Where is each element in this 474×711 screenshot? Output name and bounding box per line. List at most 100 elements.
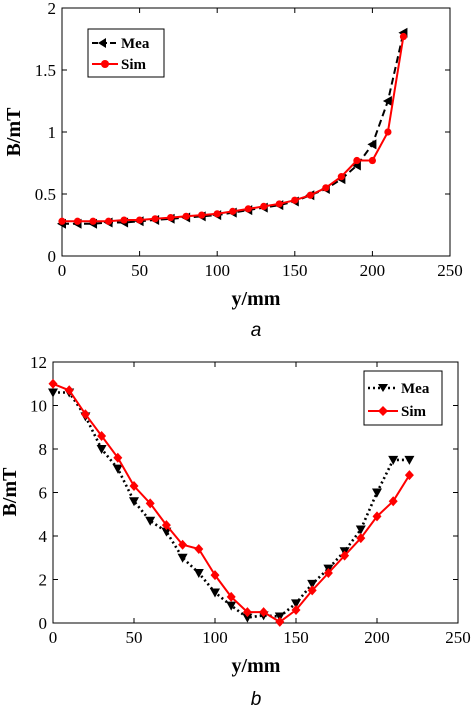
data-point-sim-b — [210, 570, 220, 581]
y-tick-label-a: 0 — [48, 247, 57, 266]
data-point-mea-b — [177, 553, 188, 563]
y-axis-label-a: B/mT — [3, 107, 25, 157]
data-point-sim-b — [113, 452, 123, 463]
y-axis-label-b: B/mT — [0, 467, 21, 517]
x-tick-label-b: 50 — [126, 628, 143, 647]
data-point-sim-a — [58, 217, 66, 225]
legend-label-sim-a: Sim — [121, 57, 147, 73]
data-point-mea-b — [210, 588, 220, 598]
series-layer-a — [57, 27, 408, 229]
data-point-sim-b — [80, 409, 90, 420]
data-point-mea-b — [145, 516, 156, 526]
data-point-sim-a — [136, 216, 144, 224]
data-point-sim-a — [244, 205, 252, 213]
legend-marker-mea-b — [378, 384, 388, 392]
data-point-sim-a — [198, 211, 206, 219]
x-tick-label-b: 200 — [364, 628, 390, 647]
legend-b: Mea Sim — [363, 370, 443, 426]
data-point-mea-b — [96, 445, 107, 454]
y-tick-label-b: 8 — [39, 440, 48, 459]
data-point-sim-b — [340, 550, 350, 561]
data-point-sim-a — [73, 217, 82, 225]
y-tick-label-b: 6 — [39, 484, 48, 503]
legend-marker-mea-a — [98, 38, 106, 48]
data-point-sim-a — [120, 216, 128, 224]
data-point-mea-b — [307, 579, 318, 589]
data-point-mea-b — [48, 388, 58, 398]
x-tick-label-a: 100 — [204, 261, 230, 280]
data-point-sim-a — [353, 156, 361, 165]
data-point-sim-b — [226, 591, 236, 602]
data-point-sim-a — [182, 212, 190, 220]
x-tick-label-a: 0 — [58, 261, 67, 280]
data-point-mea-b — [291, 599, 301, 609]
y-tick-label-b: 2 — [39, 571, 48, 590]
data-point-sim-b — [129, 480, 139, 491]
data-point-mea-a — [382, 96, 392, 106]
y-tick-label-b: 12 — [30, 353, 47, 372]
x-axis-label-a: y/mm — [232, 288, 281, 310]
data-point-mea-b — [193, 568, 204, 578]
x-tick-label-a: 200 — [360, 261, 386, 280]
chart-a: 0 50 100 150 200 250 0 0.5 1 1.5 2 y/mm B/mT a Me… — [3, 0, 463, 341]
legend-label-mea-b: Mea — [401, 381, 430, 397]
y-tick-label-b: 10 — [30, 397, 47, 416]
legend-box-b — [363, 370, 443, 426]
caption-a: a — [251, 320, 262, 341]
data-point-sim-b — [275, 616, 285, 627]
data-point-sim-a — [89, 217, 97, 225]
data-point-sim-b — [291, 604, 301, 615]
data-point-sim-a — [275, 200, 283, 208]
data-point-mea-b — [112, 464, 123, 474]
legend-marker-sim-a — [101, 60, 109, 68]
data-point-sim-a — [368, 156, 376, 165]
data-point-sim-a — [151, 215, 159, 223]
data-point-sim-a — [229, 207, 237, 215]
data-point-sim-a — [322, 184, 330, 192]
x-tick-label-b: 250 — [445, 628, 471, 647]
y-tick-label-a: 1 — [48, 123, 57, 142]
data-point-sim-a — [399, 32, 408, 41]
data-point-mea-a — [367, 139, 377, 150]
data-point-sim-a — [384, 128, 392, 136]
data-point-sim-b — [48, 378, 58, 389]
data-point-sim-b — [356, 533, 366, 544]
data-point-mea-b — [388, 455, 399, 465]
data-point-mea-b — [129, 497, 139, 507]
legend-label-sim-b: Sim — [401, 404, 427, 420]
data-point-sim-b — [242, 607, 252, 618]
series-line-mea-b — [53, 391, 410, 619]
data-point-sim-a — [306, 191, 314, 199]
y-tick-label-a: 1.5 — [35, 61, 56, 80]
x-ticks-a: 0 50 100 150 200 250 — [58, 8, 463, 280]
data-point-sim-b — [388, 496, 398, 507]
data-point-sim-a — [104, 217, 113, 225]
x-axis-label-b: y/mm — [232, 655, 281, 677]
data-point-sim-b — [404, 470, 414, 481]
y-ticks-b: 0 2 4 6 8 10 12 — [30, 353, 458, 633]
data-point-sim-a — [291, 196, 299, 204]
legend-label-mea-a: Mea — [121, 36, 150, 52]
x-tick-label-a: 150 — [282, 261, 308, 280]
data-point-sim-b — [323, 567, 333, 578]
chart-b: 0 50 100 150 200 250 0 2 4 6 8 10 12 y/mm B/mT b Me… — [0, 353, 471, 710]
x-tick-label-b: 150 — [283, 628, 309, 647]
data-point-mea-b — [242, 613, 253, 623]
data-point-sim-b — [64, 385, 74, 396]
data-point-sim-a — [260, 202, 268, 210]
series-layer-b — [48, 378, 415, 627]
legend-marker-sim-b — [378, 406, 388, 416]
data-point-sim-b — [194, 544, 204, 555]
x-tick-label-b: 0 — [49, 628, 58, 647]
data-point-sim-b — [97, 430, 107, 441]
data-point-mea-b — [226, 601, 237, 611]
data-point-sim-a — [213, 210, 221, 218]
y-tick-label-a: 0.5 — [35, 185, 56, 204]
data-point-sim-b — [307, 585, 317, 596]
legend-a: Mea Sim — [87, 28, 165, 78]
data-point-sim-a — [167, 213, 175, 222]
x-tick-label-a: 50 — [131, 261, 148, 280]
x-ticks-b: 0 50 100 150 200 250 — [49, 362, 471, 647]
data-point-sim-b — [145, 498, 155, 509]
